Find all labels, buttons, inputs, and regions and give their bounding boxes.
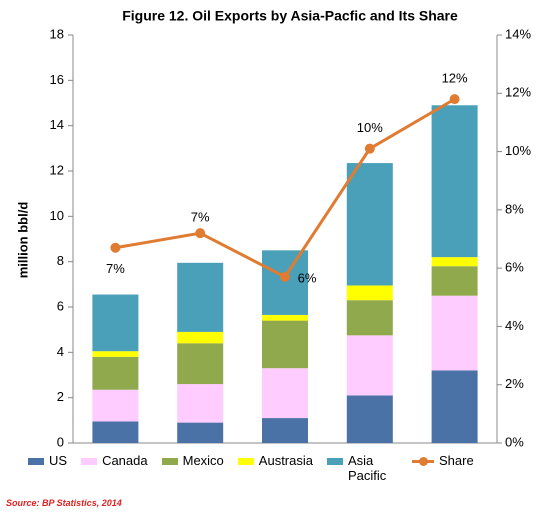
bar-segment [177,331,224,344]
line-marker [110,242,121,253]
bar-segment [92,351,139,357]
bar-segment [177,343,224,385]
data-label: 10% [357,120,383,135]
bar-segment [177,384,224,423]
y-tick-label: 4 [57,344,64,359]
y-axis-label: million bbl/d [15,202,30,279]
legend-label: US [49,453,68,468]
legend-swatch [161,458,178,465]
bar-segment [346,335,393,396]
bar-segment [431,295,478,371]
legend-label: Asia Pacific [348,453,387,483]
y2-tick-label: 6% [505,260,524,275]
bar-segment [92,356,139,390]
y2-tick-label: 8% [505,201,524,216]
data-label: 6% [298,270,317,285]
y-tick-label: 6 [57,298,64,313]
bar-segment [431,370,478,443]
legend-label: Share [439,453,474,468]
legend-swatch [412,456,434,466]
line [115,97,456,279]
bar-segment [92,389,139,422]
y2-tick-label: 10% [505,143,531,158]
legend-entry: Share [412,453,474,483]
bar-segment [431,105,478,258]
legend-label: Austrasia [258,453,313,468]
bar-segment [177,262,224,332]
bar-segment [262,250,308,315]
bar-segment [92,294,139,352]
line-marker [449,94,460,105]
chart-title: Figure 12. Oil Exports by Asia-Pacfic an… [122,8,458,24]
legend-swatch [28,458,44,465]
legend: US Canada Mexico Austrasia Asia Pacific Share [28,453,528,483]
bar-segment [431,266,478,296]
y-tick-label: 10 [50,208,64,223]
y2-tick-label: 0% [505,434,524,449]
legend-label: Canada [102,453,148,468]
y2-tick-label: 4% [505,318,524,333]
y-tick-label: 12 [50,162,64,177]
bar-segment [346,300,393,336]
y-tick-label: 0 [57,434,64,449]
legend-entry: Austrasia [237,453,313,483]
y2-tick-label: 2% [505,376,524,391]
bar-segment [431,257,478,267]
line-marker [280,271,290,282]
bar-segment [262,418,308,443]
bar-segment [262,368,308,419]
legend-entry: Mexico [161,453,224,483]
legend-marker [419,456,428,466]
source-note: Source: BP Statistics, 2014 [6,498,122,508]
y-tick-label: 14 [50,117,64,132]
line-marker [364,143,375,154]
bar-segment [346,163,393,286]
data-label: 12% [442,71,468,86]
legend-swatch [237,458,254,465]
y2-tick-label: 12% [505,85,531,100]
y-tick-label: 2 [57,389,64,404]
bar-segment [262,320,308,369]
y-tick-label: 18 [50,26,64,41]
legend-entry: US [28,453,67,483]
legend-swatch [327,458,343,465]
line-marker [195,228,206,239]
bar-segment [262,314,308,321]
chart: Figure 12. Oil Exports by Asia-Pacfic an… [15,8,531,467]
data-label: 7% [191,210,210,225]
bar-segment [346,395,393,443]
bar-segment [92,421,139,443]
data-label: 7% [106,261,125,276]
bar-segment [346,285,393,301]
legend-swatch [81,458,98,465]
y2-tick-label: 14% [505,26,531,41]
legend-entry: Canada [81,453,148,483]
bar-segment [177,422,224,443]
legend-entry: Asia Pacific [327,453,398,483]
legend-label: Mexico [182,453,224,468]
y-tick-label: 8 [57,253,64,268]
y-tick-label: 16 [50,72,64,87]
